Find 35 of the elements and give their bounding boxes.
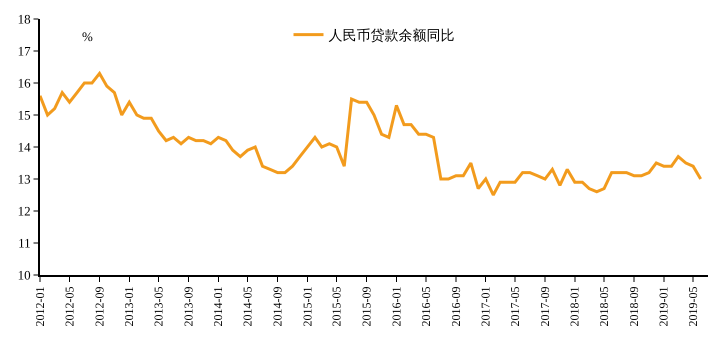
y-tick-label: 11 — [18, 236, 31, 251]
legend-label: 人民币贷款余额同比 — [328, 28, 454, 44]
x-tick-label: 2017-09 — [538, 286, 552, 327]
x-tick-label: 2012-01 — [32, 286, 47, 327]
y-axis-title: % — [82, 29, 93, 44]
x-tick-label: 2013-01 — [122, 286, 136, 327]
y-tick-label: 12 — [18, 204, 31, 219]
x-tick-label: 2012-09 — [92, 286, 106, 327]
x-tick-label: 2014-09 — [270, 286, 285, 327]
x-tick-label: 2014-05 — [240, 286, 255, 327]
x-tick-label: 2015-09 — [360, 286, 374, 327]
y-tick-label: 10 — [18, 268, 31, 283]
x-tick-label: 2016-01 — [389, 286, 404, 327]
y-tick-label: 16 — [18, 76, 32, 91]
y-tick-label: 13 — [18, 172, 31, 187]
y-tick-label: 17 — [18, 44, 32, 59]
x-tick-label: 2014-01 — [211, 286, 226, 327]
x-tick-label: 2019-05 — [686, 286, 700, 327]
y-tick-label: 18 — [18, 12, 31, 27]
x-tick-label: 2018-05 — [596, 286, 611, 327]
x-tick-label: 2012-05 — [62, 286, 76, 327]
x-tick-label: 2018-09 — [626, 286, 641, 327]
x-tick-label: 2018-01 — [568, 286, 582, 327]
x-tick-label: 2016-05 — [418, 286, 433, 327]
x-tick-label: 2019-01 — [656, 286, 671, 327]
x-tick-label: 2017-05 — [508, 286, 522, 327]
x-tick-label: 2016-09 — [448, 286, 463, 327]
y-tick-label: 15 — [18, 108, 31, 123]
x-tick-label: 2015-05 — [330, 286, 344, 327]
x-tick-label: 2013-05 — [151, 286, 166, 327]
x-tick-label: 2017-01 — [478, 286, 493, 327]
y-tick-label: 14 — [18, 140, 32, 155]
x-tick-label: 2015-01 — [300, 286, 314, 327]
line-series — [40, 72, 702, 196]
x-tick-label: 2013-09 — [181, 286, 196, 327]
